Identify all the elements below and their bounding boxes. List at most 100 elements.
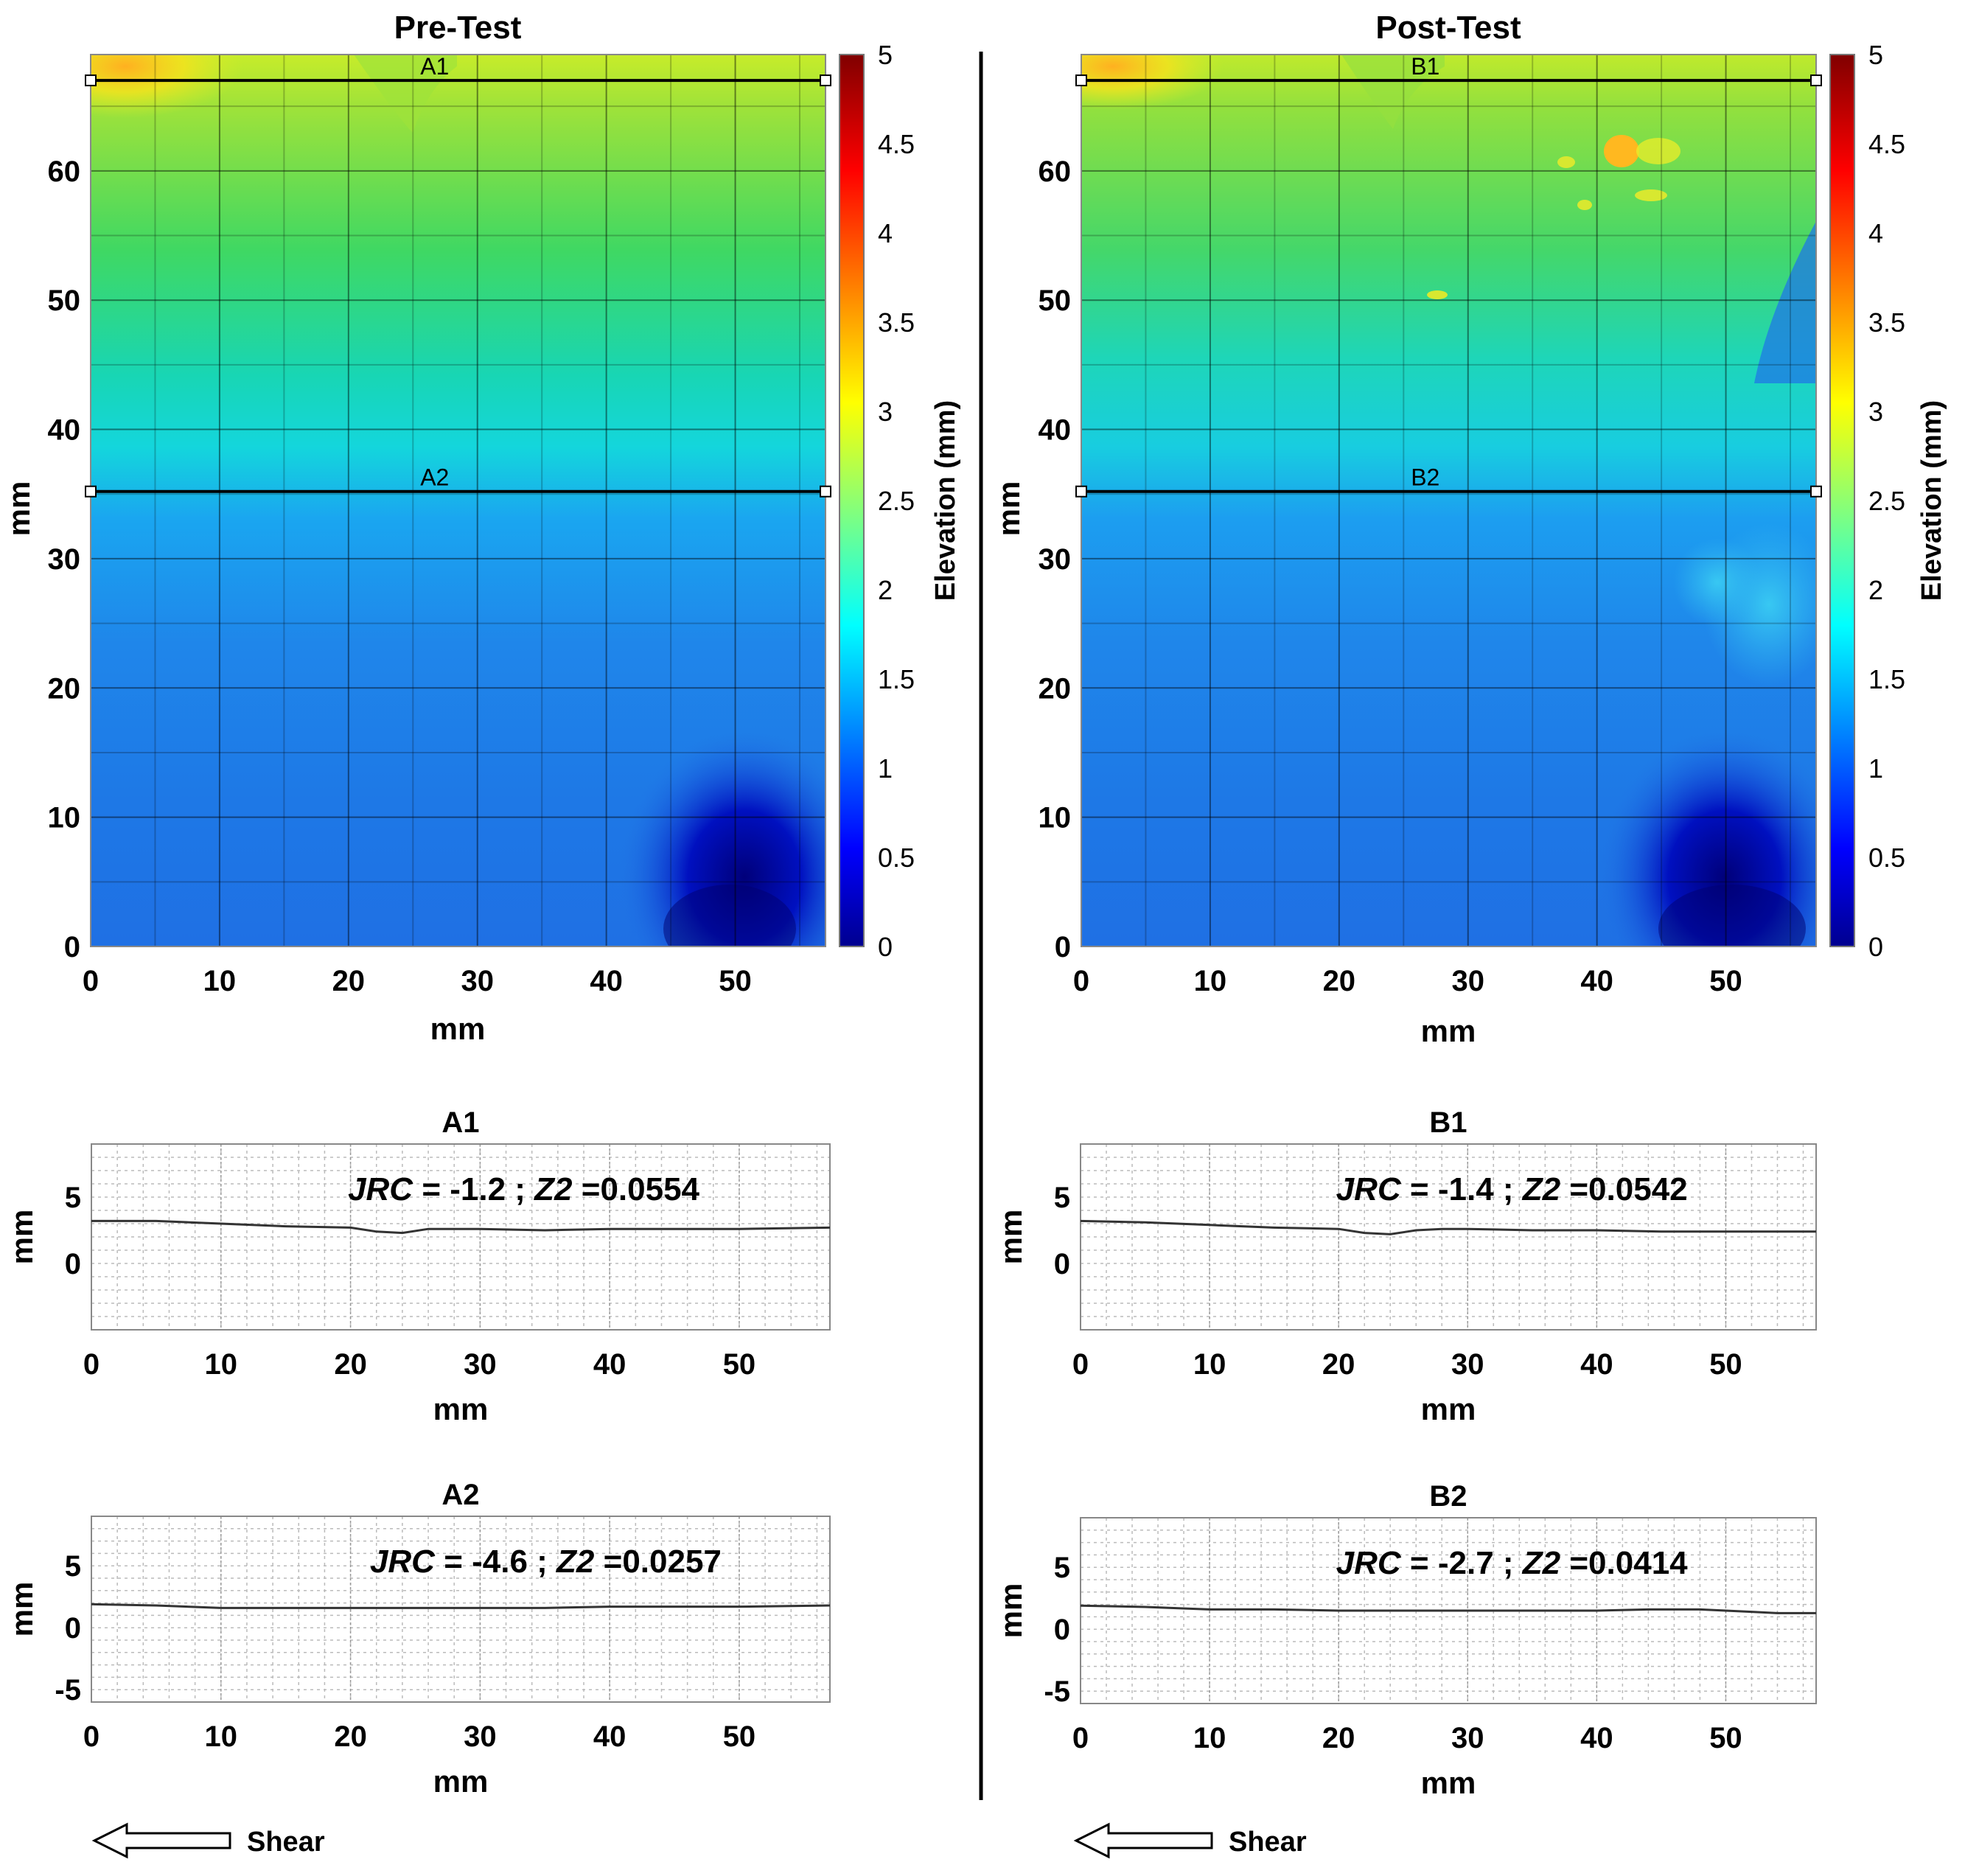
post-map-ylabel: mm — [991, 481, 1026, 537]
x-tick-label: 50 — [723, 1720, 756, 1753]
plot-title: A2 — [441, 1479, 479, 1511]
pre-colorbar-ticks: 0 0.5 1 1.5 2 2.5 3 3.5 4 4.5 5 — [878, 40, 915, 962]
profile-plot-a1: A1 JRC = -1.2 ; Z2 =0.0554 0 10 20 30 40 50 0 5 mm… — [4, 1106, 831, 1426]
jrc-annotation: JRC = -4.6 ; Z2 =0.0257 — [370, 1544, 722, 1580]
shear-label-left: Shear — [247, 1827, 325, 1858]
colorbar-tick-label: 5 — [878, 40, 893, 70]
profile-line-handle — [1075, 485, 1087, 498]
x-tick-label: 10 — [205, 1720, 238, 1753]
plot-title: B1 — [1429, 1106, 1467, 1139]
colorbar-tick-label: 5 — [1868, 40, 1883, 70]
y-tick-label: 20 — [48, 672, 81, 705]
colorbar-tick-label: 4 — [1868, 218, 1883, 248]
x-tick-label: 40 — [593, 1720, 627, 1753]
y-tick-label: 5 — [1054, 1182, 1070, 1214]
pre-map-ticks: 0 10 20 30 40 50 0 10 20 30 40 50 60 — [48, 156, 752, 997]
shear-arrow-icon — [1073, 1822, 1213, 1859]
x-tick-label: 40 — [590, 965, 623, 997]
colorbar-tick-label: 1.5 — [878, 664, 915, 694]
pre-map-lines: A1 A2 — [85, 53, 831, 498]
x-tick-label: 20 — [332, 965, 366, 997]
y-tick-label: 60 — [48, 156, 81, 188]
x-tick-label: 20 — [1323, 965, 1356, 997]
colorbar-tick-label: 1.5 — [1868, 664, 1905, 694]
shear-indicator-left: Shear — [91, 1822, 325, 1859]
y-tick-label: 10 — [48, 802, 81, 834]
x-tick-label: 20 — [1322, 1348, 1355, 1381]
x-tick-label: 20 — [334, 1348, 367, 1381]
x-tick-label: 20 — [334, 1720, 367, 1753]
x-tick-label: 0 — [1072, 1348, 1089, 1381]
jrc-annotation: JRC = -1.4 ; Z2 =0.0542 — [1336, 1171, 1688, 1207]
profile-line-label: B1 — [1411, 53, 1439, 80]
x-tick-label: 40 — [1580, 1722, 1613, 1754]
plot-xlabel: mm — [1421, 1392, 1476, 1426]
plot-ylabel: mm — [994, 1583, 1028, 1639]
y-tick-label: 0 — [1054, 1248, 1070, 1280]
post-colorbar-ticks: 0 0.5 1 1.5 2 2.5 3 3.5 4 4.5 5 — [1868, 40, 1905, 962]
x-tick-label: 30 — [461, 965, 494, 997]
pre-test-heatmap — [91, 55, 826, 946]
y-tick-label: 20 — [1039, 672, 1072, 705]
profile-line-label: A2 — [420, 464, 449, 491]
post-map-grid — [1081, 55, 1816, 946]
x-tick-label: 50 — [1709, 1348, 1742, 1381]
profile-line-label: B2 — [1411, 464, 1439, 491]
colorbar-tick-label: 2.5 — [878, 486, 915, 516]
x-tick-label: 20 — [1322, 1722, 1355, 1754]
x-tick-label: 30 — [1451, 1348, 1484, 1381]
pre-colorbar-label: Elevation (mm) — [930, 400, 961, 601]
y-tick-label: 0 — [1055, 931, 1071, 963]
colorbar-tick-label: 0 — [878, 932, 893, 962]
plot-xlabel: mm — [1421, 1765, 1476, 1800]
plot-xlabel: mm — [433, 1392, 489, 1426]
colorbar-tick-label: 3.5 — [1868, 307, 1905, 338]
x-tick-label: 0 — [1072, 1722, 1089, 1754]
post-test-heatmap — [1081, 55, 1816, 946]
shear-label-right: Shear — [1229, 1827, 1307, 1858]
y-tick-label: 50 — [48, 285, 81, 317]
y-tick-label: 0 — [65, 1612, 81, 1645]
colorbar-tick-label: 4.5 — [878, 129, 915, 159]
plot-frame — [91, 1143, 831, 1331]
x-tick-label: 40 — [1580, 1348, 1613, 1381]
post-map-ticks: 0 10 20 30 40 50 0 10 20 30 40 50 60 — [1039, 156, 1742, 997]
jrc-annotation: JRC = -2.7 ; Z2 =0.0414 — [1336, 1545, 1688, 1581]
profile-line-handle — [1810, 485, 1822, 498]
x-tick-label: 0 — [83, 1348, 100, 1381]
post-test-title: Post-Test — [1375, 10, 1521, 46]
pre-map-xlabel: mm — [430, 1011, 486, 1046]
plot-area — [91, 1144, 830, 1330]
y-tick-label: 0 — [1054, 1614, 1070, 1646]
y-tick-label: 5 — [1054, 1552, 1070, 1584]
y-tick-label: 40 — [48, 414, 81, 447]
x-tick-label: 30 — [464, 1720, 497, 1753]
plot-frame — [91, 1516, 831, 1703]
y-tick-label: -5 — [1044, 1676, 1070, 1708]
profile-plot-b1: B1 JRC = -1.4 ; Z2 =0.0542 0 10 20 30 40 50 0 5 mm… — [994, 1106, 1817, 1426]
colorbar-tick-label: 0.5 — [1868, 843, 1905, 873]
pre-map-grid — [91, 55, 826, 946]
colorbar-tick-label: 2 — [1868, 575, 1883, 605]
x-tick-label: 30 — [464, 1348, 497, 1381]
x-tick-label: 0 — [83, 965, 99, 997]
x-tick-label: 0 — [83, 1720, 100, 1753]
post-colorbar — [1829, 54, 1855, 947]
y-tick-label: 50 — [1039, 285, 1072, 317]
y-tick-label: 30 — [48, 543, 81, 576]
profile-line-label: A1 — [420, 53, 449, 80]
profile-series-line — [1080, 1604, 1816, 1614]
plot-ylabel: mm — [994, 1210, 1028, 1265]
plot-title: A1 — [441, 1106, 479, 1139]
profile-series-line — [91, 1219, 831, 1235]
post-colorbar-label: Elevation (mm) — [1916, 400, 1947, 601]
colorbar-tick-label: 0.5 — [878, 843, 915, 873]
plot-ylabel: mm — [4, 1210, 39, 1265]
x-tick-label: 50 — [1709, 1722, 1742, 1754]
y-tick-label: 40 — [1039, 414, 1072, 447]
plot-frame — [1080, 1143, 1817, 1331]
x-tick-label: 30 — [1451, 1722, 1484, 1754]
plot-ylabel: mm — [4, 1582, 39, 1637]
